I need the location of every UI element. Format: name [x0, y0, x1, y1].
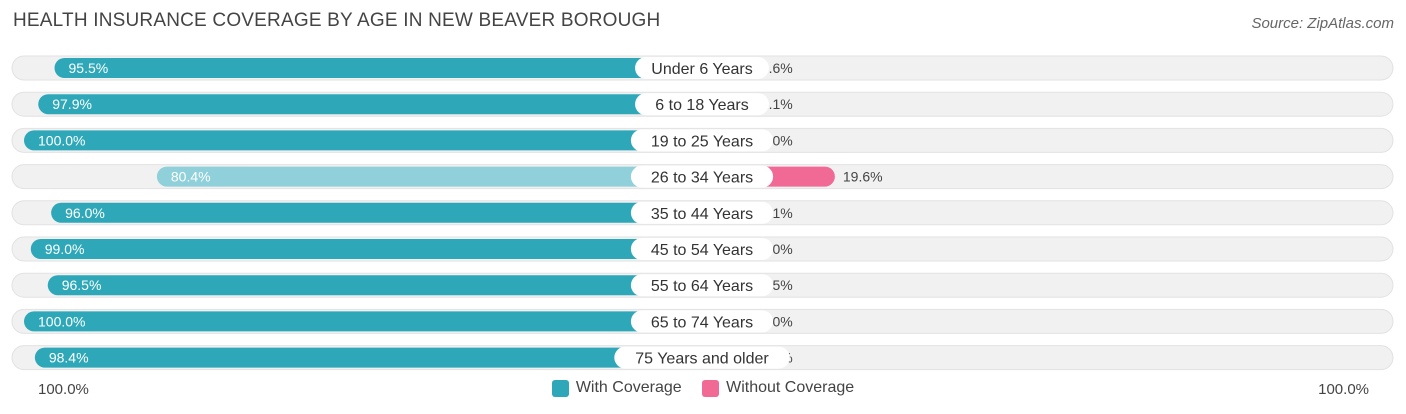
bar-with-coverage-under-6-years	[54, 58, 702, 78]
axis-right-label: 100.0%	[1318, 381, 1369, 398]
category-label-65-to-74-years: 65 to 74 Years	[651, 314, 753, 331]
data-label-with-55-to-64-years: 96.5%	[62, 277, 102, 293]
data-label-with-35-to-44-years: 96.0%	[65, 205, 105, 221]
category-pill-45-to-54-years	[630, 238, 774, 260]
data-label-with-19-to-25-years: 100.0%	[38, 132, 85, 148]
axis-left-label: 100.0%	[38, 381, 89, 398]
data-label-without-under-6-years: 4.6%	[761, 60, 793, 76]
category-label-45-to-54-years: 45 to 54 Years	[651, 242, 753, 259]
category-label-55-to-64-years: 55 to 64 Years	[651, 278, 753, 295]
bar-with-coverage-26-to-34-years	[156, 166, 702, 187]
data-label-with-65-to-74-years: 100.0%	[38, 313, 85, 329]
category-pill-65-to-74-years	[630, 310, 774, 333]
category-label-19-to-25-years: 19 to 25 Years	[651, 133, 753, 150]
legend-label-with-coverage: With Coverage	[575, 379, 682, 396]
bar-with-coverage-65-to-74-years	[24, 311, 702, 332]
category-pill-55-to-64-years	[630, 274, 774, 297]
legend-swatch-with-coverage	[551, 379, 569, 397]
category-pill-26-to-34-years	[630, 165, 774, 188]
category-pill-under-6-years	[635, 57, 769, 79]
legend-swatch-without-coverage	[702, 379, 720, 397]
bar-with-coverage-35-to-44-years	[51, 202, 703, 223]
bar-with-coverage-55-to-64-years	[47, 275, 703, 296]
coverage-chart: 95.5% 4.6% Under 6 Years 97.9% 2.1% 6 to 18 Y…	[11, 55, 1394, 371]
category-label-35-to-44-years: 35 to 44 Years	[651, 206, 753, 223]
category-pill-75-years-and-older	[614, 346, 790, 369]
data-label-without-26-to-34-years: 19.6%	[843, 169, 883, 185]
source-label: Source: ZipAtlas.com	[1251, 15, 1394, 32]
data-label-with-6-to-18-years: 97.9%	[52, 96, 92, 112]
data-label-with-under-6-years: 95.5%	[69, 60, 109, 76]
category-pill-6-to-18-years	[635, 93, 769, 116]
category-label-under-6-years: Under 6 Years	[651, 61, 752, 78]
data-label-without-6-to-18-years: 2.1%	[761, 96, 793, 112]
category-label-26-to-34-years: 26 to 34 Years	[651, 170, 753, 187]
category-pill-19-to-25-years	[630, 129, 774, 152]
bar-with-coverage-75-years-and-older	[34, 347, 702, 368]
category-pill-35-to-44-years	[630, 201, 774, 224]
legend-label-without-coverage: Without Coverage	[726, 379, 855, 396]
data-label-with-26-to-34-years: 80.4%	[171, 169, 211, 185]
data-label-with-75-years-and-older: 98.4%	[49, 350, 89, 366]
bar-with-coverage-6-to-18-years	[38, 94, 703, 115]
bar-with-coverage-45-to-54-years	[30, 239, 702, 259]
category-label-6-to-18-years: 6 to 18 Years	[655, 97, 748, 114]
legend-item-without-coverage[interactable]: Without Coverage	[702, 379, 854, 397]
legend-item-with-coverage[interactable]: With Coverage	[551, 379, 682, 397]
category-label-75-years-and-older: 75 Years and older	[635, 351, 769, 368]
bar-with-coverage-19-to-25-years	[24, 130, 702, 151]
data-label-with-45-to-54-years: 99.0%	[45, 241, 85, 257]
chart-title: HEALTH INSURANCE COVERAGE BY AGE IN NEW …	[13, 10, 661, 31]
legend: With Coverage Without Coverage	[0, 379, 1406, 402]
